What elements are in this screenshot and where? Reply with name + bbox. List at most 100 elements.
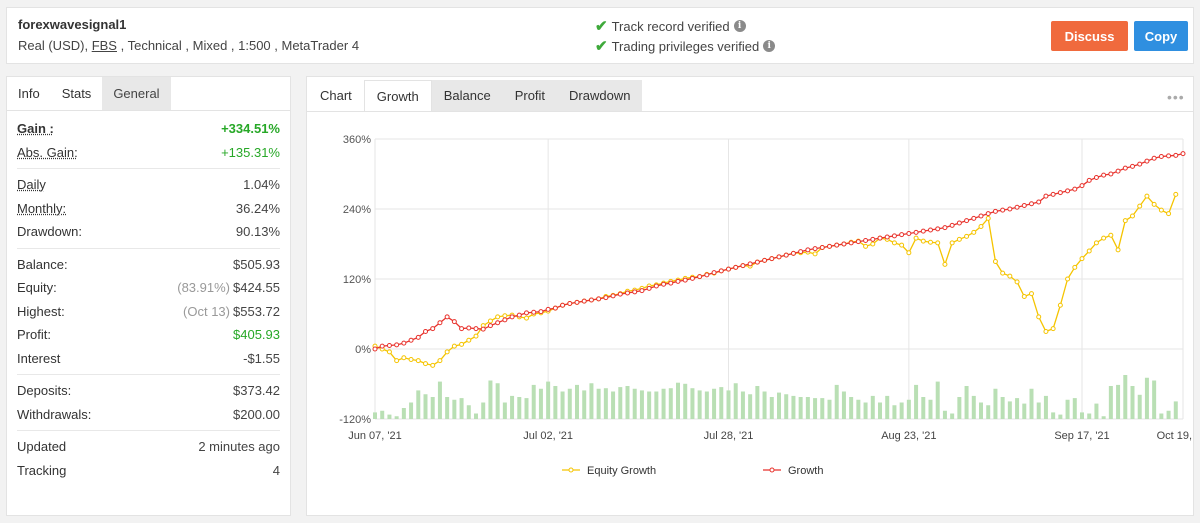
growth-point (769, 256, 775, 262)
volume-bar (546, 381, 551, 419)
volume-bar (1137, 394, 1142, 419)
growth-point (466, 325, 472, 331)
growth-point (711, 270, 717, 276)
growth-point (798, 249, 804, 255)
volume-bar (1058, 414, 1063, 419)
copy-button[interactable]: Copy (1134, 21, 1188, 51)
growth-point (639, 288, 645, 294)
growth-point (704, 272, 710, 278)
stat-tracking: Tracking 4 (17, 459, 280, 483)
stat-label: Withdrawals: (17, 406, 92, 422)
growth-point (1021, 203, 1027, 208)
growth-point (718, 268, 724, 274)
growth-point (726, 266, 731, 272)
volume-bar (726, 390, 731, 419)
growth-point (697, 274, 703, 280)
discuss-button[interactable]: Discuss (1051, 21, 1128, 51)
growth-point (928, 227, 933, 233)
volume-bar (661, 388, 666, 419)
equity-growth-point (1115, 247, 1121, 253)
volume-bar (1072, 398, 1077, 419)
equity-growth-point (913, 235, 919, 241)
stat-value: $505.93 (233, 256, 280, 272)
volume-bar (452, 399, 457, 419)
stat-value: 2 minutes ago (198, 439, 280, 455)
equity-growth-point (942, 261, 948, 267)
volume-bar (928, 399, 933, 419)
growth-point (899, 232, 905, 238)
tab-general[interactable]: General (102, 77, 171, 110)
tab-stats[interactable]: Stats (61, 86, 92, 101)
volume-bar (502, 402, 507, 419)
growth-point (805, 247, 811, 253)
growth-point (502, 317, 508, 323)
volume-bar (704, 391, 709, 419)
tab-profit[interactable]: Profit (502, 80, 558, 111)
y-tick-label: 0% (355, 344, 371, 356)
growth-point (1000, 207, 1006, 213)
equity-growth-point (459, 341, 465, 347)
stat-value-wrap: (83.91%) $424.55 (177, 280, 280, 295)
growth-chart: 360% 240% 120% 0% -120% Jun 07, '21 Jul 02, '2… (339, 134, 1193, 477)
system-subtitle: Real (USD), FBS , Technical , Mixed , 1:… (18, 38, 359, 53)
growth-point (495, 320, 501, 326)
growth-point (451, 319, 457, 325)
equity-growth-point (1072, 264, 1078, 270)
tab-balance[interactable]: Balance (431, 80, 503, 111)
volume-bar (914, 384, 919, 419)
broker-link[interactable]: FBS (91, 38, 117, 53)
tab-info[interactable]: Info (18, 86, 40, 101)
growth-point (949, 222, 955, 228)
volume-bar (1080, 412, 1084, 419)
subtitle-details: , Technical , Mixed , 1:500 , MetaTrader… (116, 38, 360, 53)
tab-drawdown[interactable]: Drawdown (557, 80, 643, 111)
equity-growth-point (466, 337, 472, 343)
system-name[interactable]: forexwavesignal1 (18, 17, 127, 32)
stat-label[interactable]: Abs. Gain: (17, 144, 78, 160)
volume-bar (387, 414, 392, 419)
stat-label[interactable]: Daily (17, 177, 46, 193)
info-tabs: Info Stats General (7, 77, 290, 111)
growth-point (415, 334, 421, 340)
stat-label[interactable]: Gain : (17, 121, 54, 137)
stat-drawdown: Drawdown: 90.13% (17, 220, 280, 244)
volume-bar (1015, 398, 1020, 419)
x-tick-label: Jul 28, '21 (704, 430, 754, 442)
equity-growth-point (870, 241, 876, 247)
tab-growth[interactable]: Growth (363, 80, 432, 111)
divider (307, 111, 1193, 112)
equity-growth-point (978, 224, 984, 229)
growth-point (848, 240, 854, 246)
equity-growth-point (1000, 270, 1006, 276)
tab-chart[interactable]: Chart (308, 80, 364, 111)
stat-value: $373.42 (233, 383, 280, 399)
equity-growth-point (928, 239, 933, 245)
growth-point (956, 220, 962, 226)
equity-growth-point (401, 355, 407, 361)
volume-bar (1123, 375, 1128, 419)
info-icon[interactable]: i (763, 40, 776, 52)
stat-highest: Highest: (Oct 13) $553.72 (17, 300, 280, 324)
volume-bar (798, 397, 803, 419)
growth-point (480, 326, 486, 332)
equity-growth-point (1029, 291, 1034, 297)
info-icon[interactable]: i (733, 20, 746, 32)
equity-growth-line (374, 194, 1177, 367)
track-record-label: Track record verified (611, 18, 730, 34)
stat-value: 36.24% (235, 200, 280, 216)
growth-point (581, 298, 587, 304)
info-panel: Info Stats General Gain : +334.51% Abs. … (6, 76, 291, 516)
growth-point (531, 309, 537, 315)
more-options-icon[interactable]: ••• (1167, 89, 1185, 105)
volume-bar (878, 402, 882, 419)
volume-bar (445, 397, 450, 419)
stat-value: +334.51% (221, 121, 280, 137)
stat-label[interactable]: Monthly: (17, 200, 67, 216)
growth-point (841, 241, 847, 247)
growth-point (401, 340, 407, 346)
volume-bar (1043, 395, 1048, 419)
stat-label: Drawdown: (17, 224, 83, 240)
growth-point (783, 252, 789, 258)
growth-point (610, 293, 616, 299)
growth-point (661, 281, 667, 287)
